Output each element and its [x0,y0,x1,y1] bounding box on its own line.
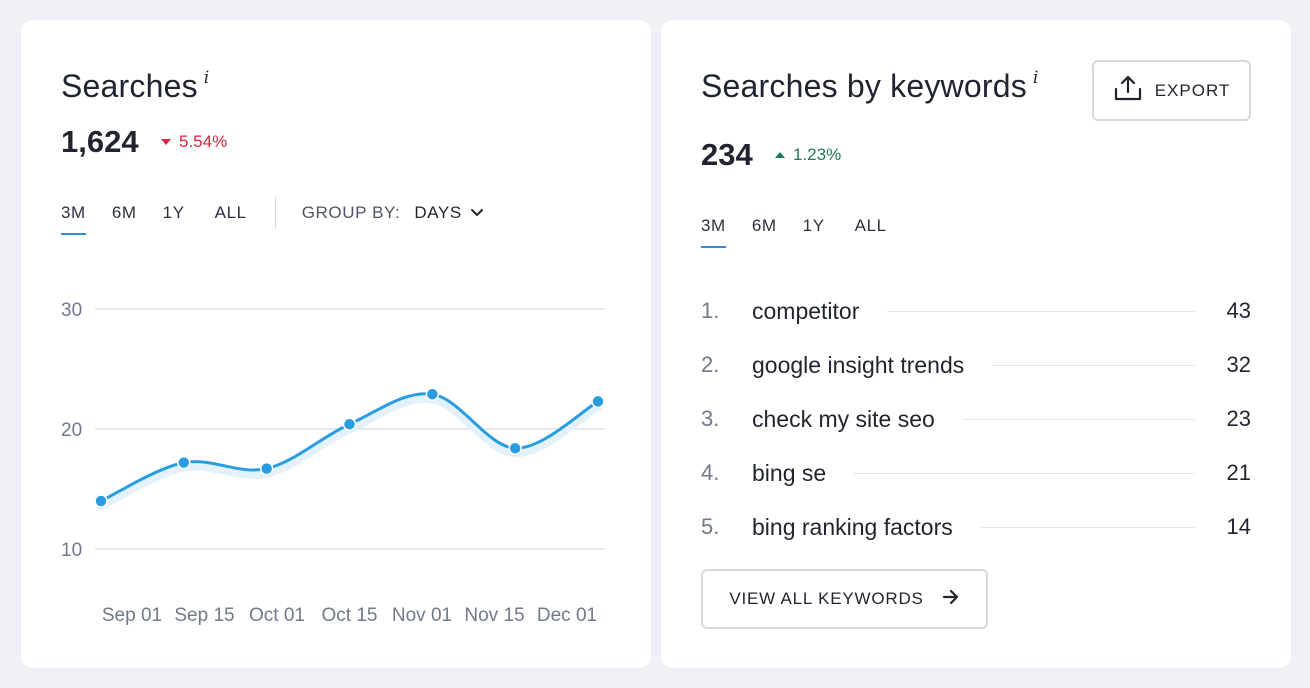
data-point [591,394,605,409]
list-item[interactable]: 1. competitor 43 [701,284,1251,338]
group-by-value: DAYS [414,203,462,222]
keywords-card: Searches by keywords i EXPORT 234 1.23% 3… [661,20,1291,668]
export-button[interactable]: EXPORT [1092,60,1251,121]
leader-line [992,364,1195,366]
info-icon[interactable]: i [1032,68,1039,88]
y-tick-label: 30 [61,300,82,321]
keywords-period-tabs: 3M 6M 1Y ALL [701,210,887,248]
x-tick-label: Sep 01 [102,605,162,626]
tab-all[interactable]: ALL [214,203,247,222]
keyword-count: 23 [1226,406,1251,431]
keyword-rank: 5. [701,514,720,539]
group-by-label: GROUP BY: [301,203,401,222]
keyword-term: check my site seo [752,405,935,432]
tab-6m[interactable]: 6M [111,203,137,222]
tab-1y[interactable]: 1Y [162,203,185,222]
list-item[interactable]: 3. check my site seo 23 [701,392,1251,446]
searches-delta-value: 5.54% [179,132,228,151]
data-point [259,461,274,476]
searches-title-text: Searches [61,68,198,104]
triangle-down-icon [161,139,171,145]
tab-6m[interactable]: 6M [751,216,777,235]
keyword-term: bing ranking factors [752,513,953,540]
keyword-count: 14 [1226,514,1251,539]
x-tick-label: Nov 01 [392,605,452,626]
data-point [425,387,440,401]
keyword-rank: 2. [701,352,720,377]
keywords-title: Searches by keywords i [701,68,1039,105]
keyword-rank: 4. [701,460,720,485]
keywords-total: 234 [701,137,753,172]
chevron-down-icon [470,208,484,218]
data-point [94,494,108,508]
keyword-count: 32 [1226,352,1251,377]
group-by-dropdown[interactable]: GROUP BY: DAYS [302,203,484,223]
keyword-term: competitor [752,297,860,324]
tabs-divider [274,197,276,229]
keyword-term: google insight trends [752,351,965,378]
upload-icon [1113,74,1143,107]
keyword-count: 21 [1226,460,1251,485]
series-line-glow [96,392,603,510]
x-tick-label: Oct 15 [322,605,378,626]
keywords-delta-value: 1.23% [793,145,842,164]
leader-line [887,310,1195,312]
data-point [177,455,191,470]
list-item[interactable]: 2. google insight trends 32 [701,338,1251,392]
triangle-up-icon [775,152,785,158]
x-tick-label: Sep 15 [174,605,234,626]
data-point [508,441,522,455]
x-tick-label: Dec 01 [537,605,597,626]
view-all-label: VIEW ALL KEYWORDS [729,589,924,608]
series-line [99,392,600,503]
y-tick-label: 10 [61,540,82,561]
info-icon[interactable]: i [203,68,210,88]
keyword-term: bing se [752,459,827,486]
keyword-count: 43 [1226,298,1251,323]
x-tick-label: Oct 01 [249,605,305,626]
tab-3m[interactable]: 3M [701,216,726,248]
searches-delta: 5.54% [161,132,227,152]
data-point [342,417,357,431]
x-tick-label: Nov 15 [464,605,524,626]
searches-total: 1,624 [61,124,139,159]
searches-card: Searches i 1,624 5.54% 3M 6M 1Y ALL GROUP… [21,20,651,668]
searches-title: Searches i [61,68,209,105]
searches-period-tabs: 3M 6M 1Y ALL GROUP BY: DAYS [61,197,484,235]
keyword-rank: 3. [701,406,720,431]
keywords-delta: 1.23% [775,145,841,165]
y-tick-label: 20 [61,420,82,441]
tab-all[interactable]: ALL [854,216,887,235]
arrow-right-icon [942,589,960,610]
export-label: EXPORT [1154,80,1231,100]
tab-1y[interactable]: 1Y [802,216,825,235]
list-item[interactable]: 5. bing ranking factors 14 [701,500,1251,554]
leader-line [980,526,1195,528]
keywords-title-text: Searches by keywords [701,68,1027,104]
view-all-keywords-button[interactable]: VIEW ALL KEYWORDS [701,569,988,629]
leader-line [962,418,1195,420]
keyword-rank: 1. [701,298,720,323]
leader-line [854,472,1195,474]
tab-3m[interactable]: 3M [61,203,86,235]
searches-line-chart: 10 20 30 Sep 01 Sep 15 Oct 01 Oct 15 Nov 01 Nov … [61,300,605,626]
list-item[interactable]: 4. bing se 21 [701,446,1251,500]
